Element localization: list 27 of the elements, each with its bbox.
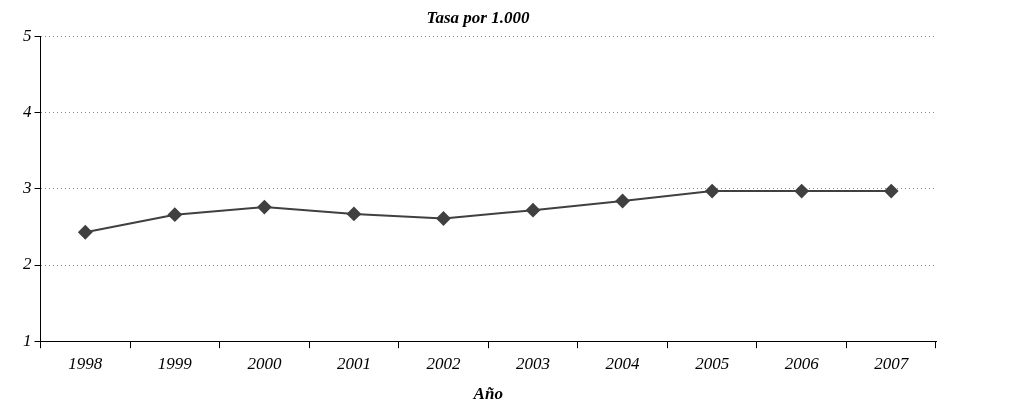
y-tick-label: 5 [23, 25, 32, 45]
point [615, 193, 630, 208]
y-tick-label: 1 [23, 330, 32, 350]
x-tick-label: 2005 [695, 353, 730, 373]
x-tick-label: 2001 [336, 353, 371, 373]
y-tick-label: 3 [22, 178, 32, 198]
point [884, 184, 899, 199]
point [167, 207, 182, 222]
point [436, 211, 451, 226]
point [705, 184, 720, 199]
y-tick-label: 4 [23, 102, 32, 122]
x-axis-title: Año [472, 384, 503, 404]
x-tick-label: 2006 [784, 353, 820, 373]
x-tick-label: 2003 [516, 353, 551, 373]
x-tick-label: 1999 [157, 353, 193, 373]
point [526, 203, 541, 218]
point [346, 206, 361, 221]
x-tick-label: 2007 [874, 353, 910, 373]
x-tick-label: 2002 [426, 353, 461, 373]
x-tick-label: 1998 [68, 353, 103, 373]
point [257, 200, 272, 215]
y-tick-label: 2 [23, 254, 32, 274]
point [78, 225, 93, 240]
x-tick-label: 2000 [247, 353, 282, 373]
chart-title: Tasa por 1.000 [426, 7, 530, 27]
x-tick-label: 2004 [605, 353, 641, 373]
point [794, 184, 809, 199]
